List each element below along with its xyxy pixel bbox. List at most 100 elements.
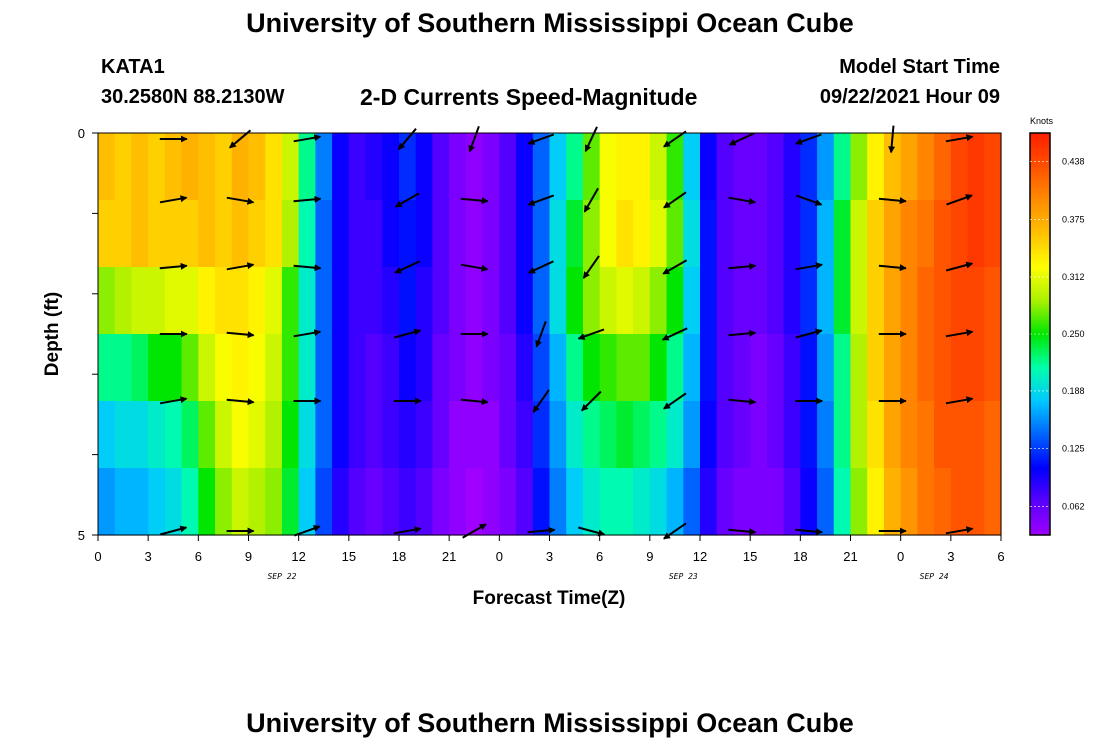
heatmap-cell (332, 267, 350, 335)
heatmap-cell (683, 401, 701, 469)
heatmap-cell (566, 468, 584, 536)
heatmap-cell (917, 133, 935, 201)
current-arrow (527, 194, 555, 206)
heatmap-cell (465, 334, 484, 402)
current-arrow (945, 329, 974, 338)
heatmap-cell (231, 200, 250, 268)
heatmap-cell (164, 334, 183, 402)
heatmap-cell (950, 200, 969, 268)
heatmap-cell (683, 334, 701, 402)
heatmap-cell (382, 133, 400, 201)
heatmap-cell (231, 334, 250, 402)
heatmap-cell (382, 468, 400, 536)
heatmap-cell (198, 468, 216, 536)
heatmap-cell (716, 267, 735, 335)
current-arrow (663, 522, 687, 540)
heatmap-cell (633, 133, 651, 201)
current-arrow (584, 126, 598, 153)
current-arrow (394, 192, 420, 208)
heatmap-cell (281, 468, 300, 536)
current-arrows (159, 125, 974, 540)
date-label: SEP 22 (267, 572, 296, 581)
x-tick-label: 12 (291, 549, 305, 564)
heatmap-cell (683, 267, 701, 335)
heatmap-cell (833, 401, 852, 469)
x-tick-label: 6 (596, 549, 603, 564)
current-arrow (663, 392, 687, 410)
heatmap-cell (148, 133, 166, 201)
current-arrow (795, 262, 823, 271)
current-arrow (878, 197, 907, 205)
heatmap-cell (733, 334, 751, 402)
heatmap-cell (315, 401, 333, 469)
heatmap-cell (399, 267, 417, 335)
heatmap-cell (532, 133, 551, 201)
current-arrow (795, 328, 823, 339)
heatmap-cell (599, 468, 617, 536)
heatmap-cell (148, 200, 166, 268)
current-arrow (293, 134, 322, 143)
heatmap-cell (399, 334, 417, 402)
heatmap-cells (98, 133, 1002, 536)
heatmap-cell (616, 133, 634, 201)
heatmap-cell (181, 133, 199, 201)
heatmap-cell (967, 401, 985, 469)
heatmap-cell (817, 267, 835, 335)
heatmap-cell (633, 401, 651, 469)
heatmap-cell (649, 334, 668, 402)
heatmap-cell (716, 468, 735, 536)
heatmap-cell (967, 200, 985, 268)
heatmap-cell (850, 267, 868, 335)
heatmap-cell (516, 468, 534, 536)
heatmap-cell (582, 468, 601, 536)
heatmap-cell (399, 468, 417, 536)
heatmap-cell (817, 401, 835, 469)
current-arrow (527, 260, 554, 274)
current-arrow (728, 262, 757, 270)
current-arrow (293, 329, 322, 338)
current-arrow (226, 262, 255, 271)
heatmap-cell (599, 133, 617, 201)
heatmap-cell (649, 200, 668, 268)
x-tick-label: 18 (392, 549, 406, 564)
current-arrow (460, 197, 489, 205)
heatmap-cell (298, 468, 316, 536)
heatmap-cell (148, 334, 166, 402)
heatmap-cell (666, 401, 684, 469)
heatmap-cell (817, 200, 835, 268)
current-arrow (394, 328, 422, 339)
heatmap-cell (449, 401, 467, 469)
heatmap-cell (114, 200, 133, 268)
colorbar-tick-label: 0.375 (1062, 214, 1085, 224)
heatmap-cell (114, 468, 133, 536)
heatmap-cell (298, 334, 316, 402)
heatmap-cell (265, 267, 283, 335)
x-tick-label: 0 (94, 549, 101, 564)
current-arrow (462, 523, 487, 539)
heatmap-cell (766, 401, 785, 469)
heatmap-cell (281, 133, 300, 201)
current-arrow (397, 128, 417, 151)
current-arrow (527, 526, 556, 534)
heatmap-cell (950, 468, 969, 536)
heatmap-cell (499, 468, 517, 536)
heatmap-cell (700, 468, 718, 536)
current-arrow (159, 396, 188, 405)
heatmap-cell (131, 334, 149, 402)
heatmap-cell (465, 133, 484, 201)
heatmap-cell (499, 334, 517, 402)
heatmap-cell (599, 334, 617, 402)
heatmap-cell (716, 133, 735, 201)
current-arrow (393, 526, 422, 535)
heatmap-cell (683, 133, 701, 201)
heatmap-cell (315, 334, 333, 402)
heatmap-cell (549, 401, 567, 469)
current-arrow (293, 525, 321, 537)
heatmap-cell (900, 334, 918, 402)
heatmap-cell (348, 401, 367, 469)
current-arrow (159, 195, 188, 204)
x-tick-label: 15 (342, 549, 356, 564)
current-arrow (945, 396, 974, 405)
heatmap-cell (181, 200, 199, 268)
x-tick-label: 9 (245, 549, 252, 564)
